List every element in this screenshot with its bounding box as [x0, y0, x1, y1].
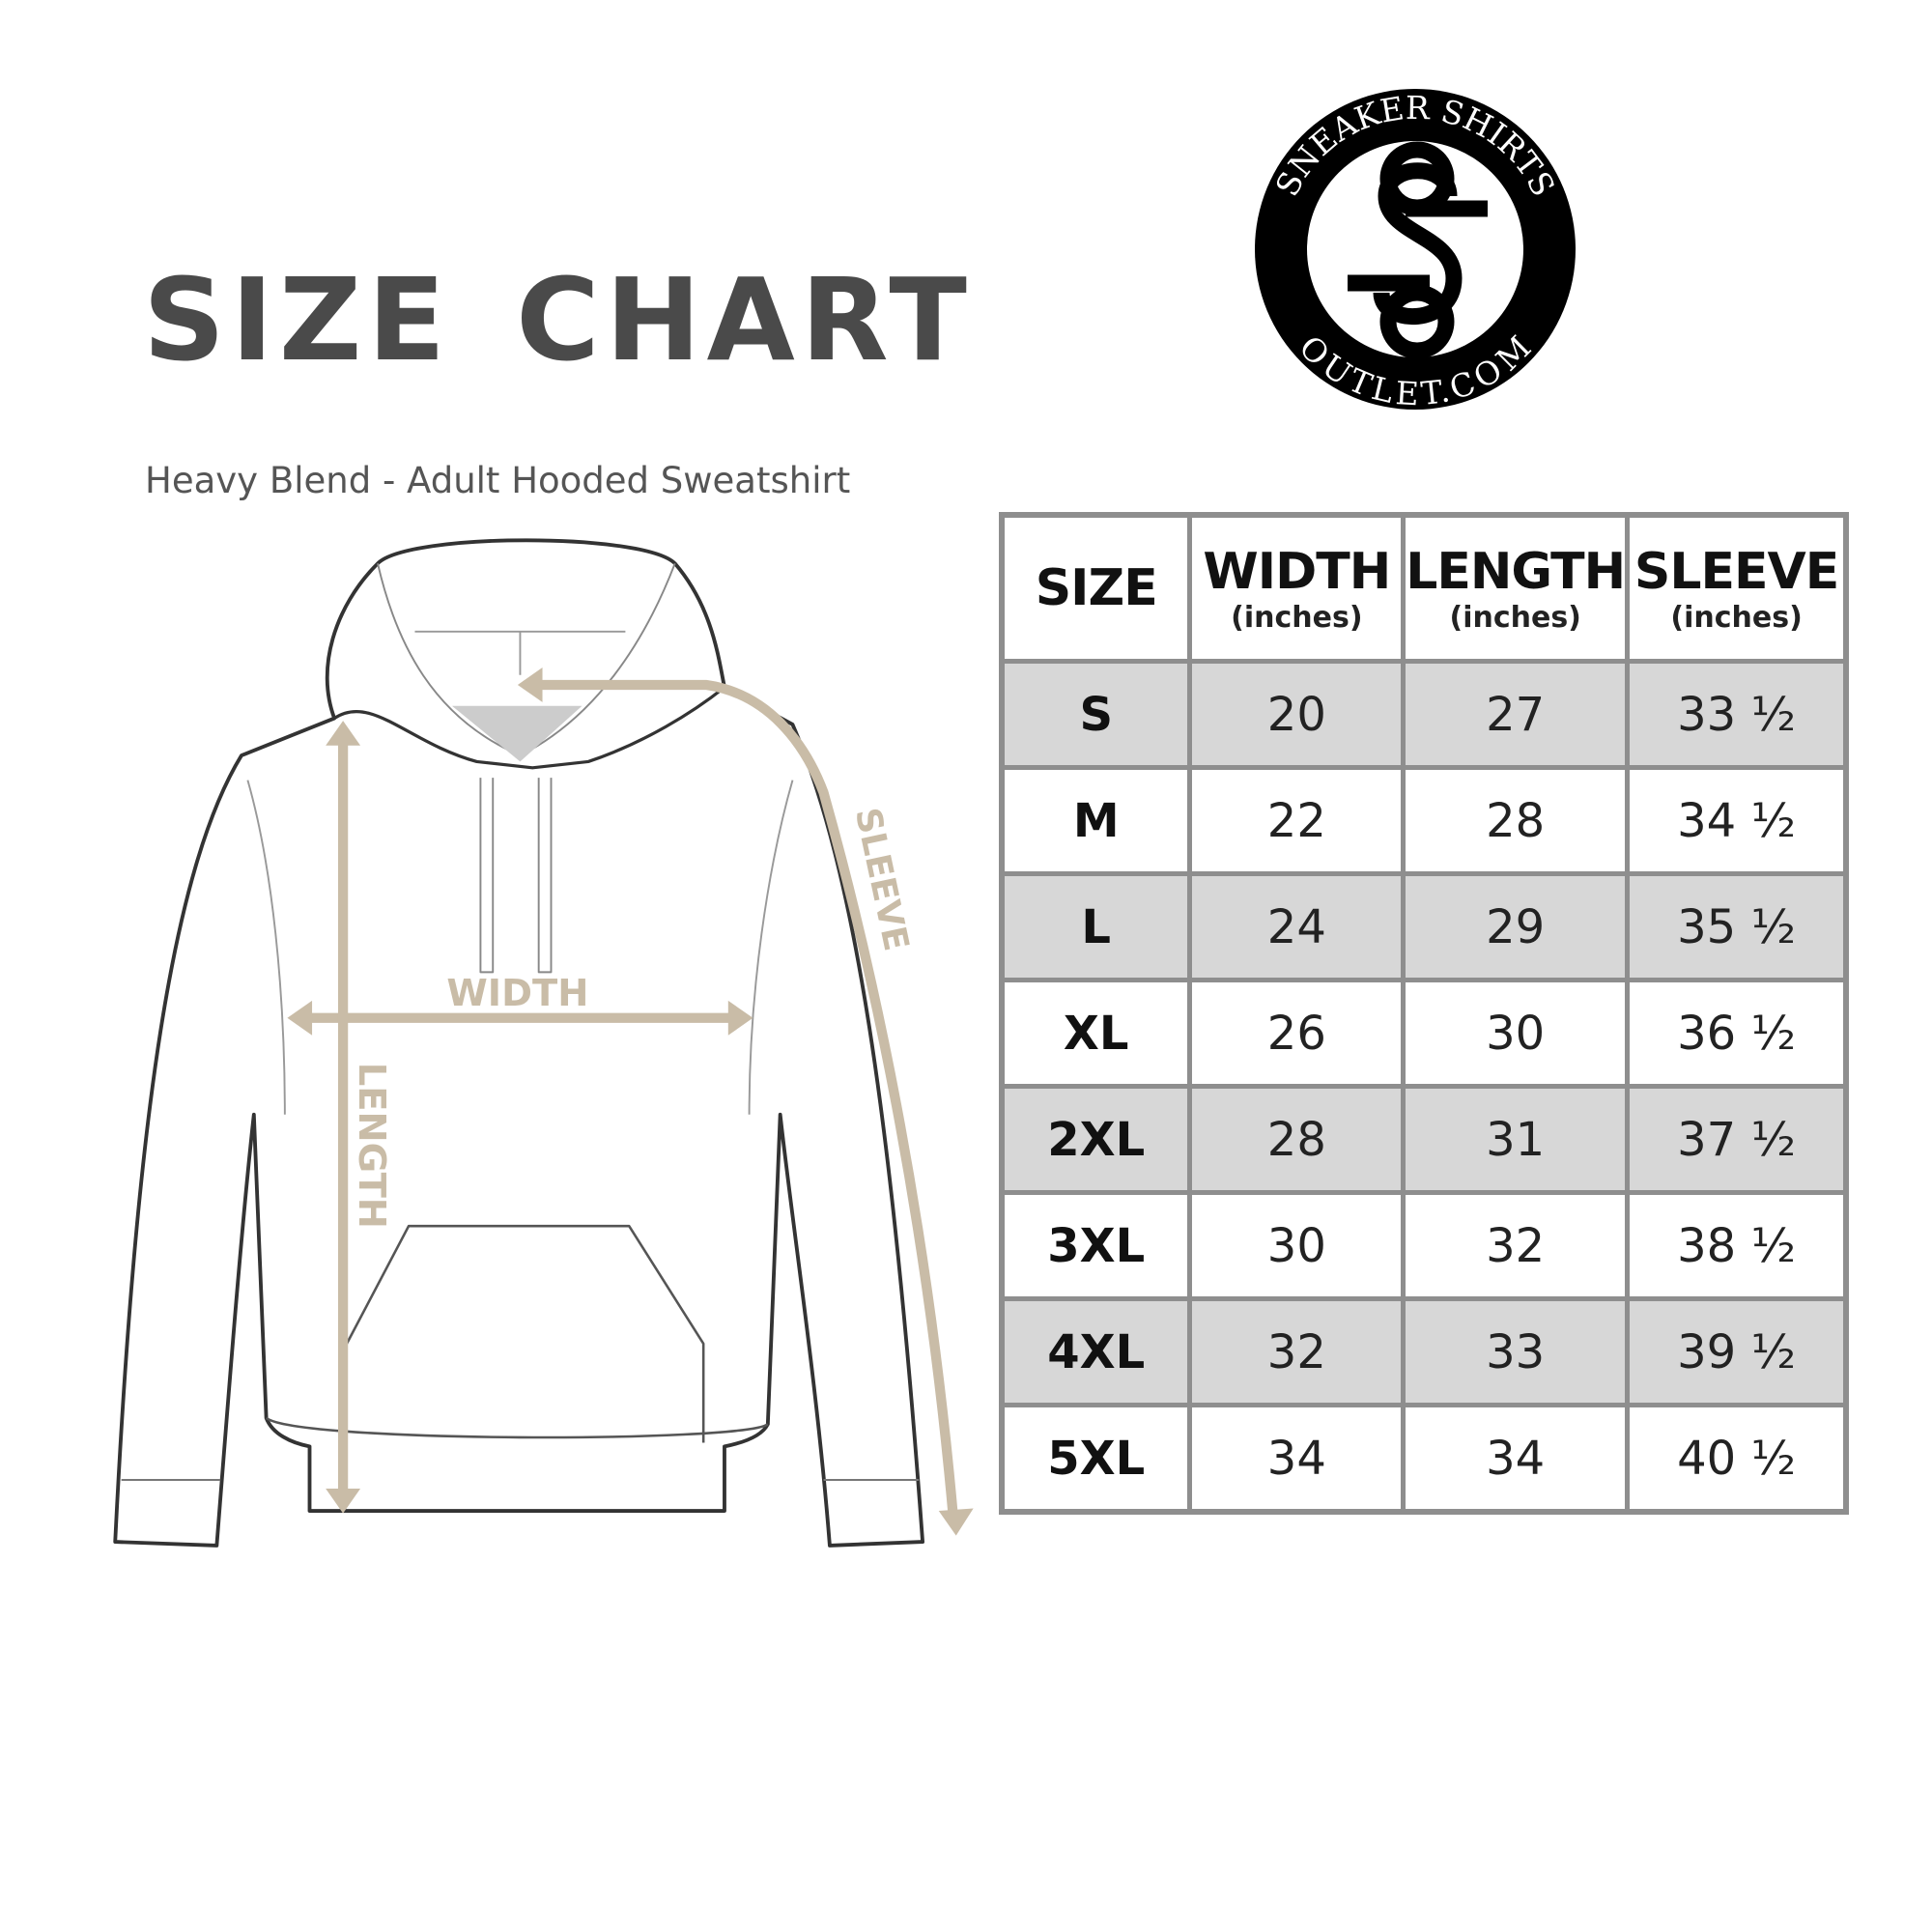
cell-width: 24 [1187, 871, 1406, 982]
product-subtitle: Heavy Blend - Adult Hooded Sweatshirt [145, 460, 851, 501]
cell-width: 32 [1187, 1296, 1406, 1407]
cell-size: 5XL [999, 1403, 1193, 1515]
cell-sleeve: 40 ½ [1625, 1403, 1849, 1515]
table-row: 5XL 34 34 40 ½ [999, 1403, 1849, 1515]
cell-sleeve: 37 ½ [1625, 1084, 1849, 1195]
table-row: L 24 29 35 ½ [999, 871, 1849, 982]
cell-width: 20 [1187, 659, 1406, 770]
cell-length: 27 [1401, 659, 1631, 770]
header-size: SIZE [999, 512, 1193, 664]
table-row: 3XL 30 32 38 ½ [999, 1190, 1849, 1301]
cell-sleeve: 38 ½ [1625, 1190, 1849, 1301]
brand-logo: SNEAKER SHIRTS OUTLET.COM [1255, 89, 1576, 412]
table-row: M 22 28 34 ½ [999, 765, 1849, 876]
cell-length: 32 [1401, 1190, 1631, 1301]
cell-length: 29 [1401, 871, 1631, 982]
cell-size: L [999, 871, 1193, 982]
cell-length: 33 [1401, 1296, 1631, 1407]
cell-width: 30 [1187, 1190, 1406, 1301]
cell-length: 30 [1401, 978, 1631, 1089]
cell-size: 4XL [999, 1296, 1193, 1407]
measurement-arrows [292, 679, 959, 1526]
cell-size: M [999, 765, 1193, 876]
width-label: WIDTH [446, 972, 588, 1015]
table-row: 4XL 32 33 39 ½ [999, 1296, 1849, 1407]
table-row: XL 26 30 36 ½ [999, 978, 1849, 1089]
cell-length: 31 [1401, 1084, 1631, 1195]
header-width: WIDTH (inches) [1187, 512, 1406, 664]
cell-size: S [999, 659, 1193, 770]
cell-size: XL [999, 978, 1193, 1089]
cell-sleeve: 36 ½ [1625, 978, 1849, 1089]
sleeve-arrow [521, 679, 959, 1526]
cell-width: 34 [1187, 1403, 1406, 1515]
cell-sleeve: 39 ½ [1625, 1296, 1849, 1407]
cell-size: 3XL [999, 1190, 1193, 1301]
cell-width: 22 [1187, 765, 1406, 876]
cell-sleeve: 33 ½ [1625, 659, 1849, 770]
cell-length: 28 [1401, 765, 1631, 876]
length-label: LENGTH [350, 1063, 393, 1229]
cell-width: 26 [1187, 978, 1406, 1089]
table-header-row: SIZE WIDTH (inches) LENGTH (inches) SLEEVE… [999, 512, 1849, 664]
cell-length: 34 [1401, 1403, 1631, 1515]
cell-size: 2XL [999, 1084, 1193, 1195]
page-title: SIZE CHART [143, 253, 973, 386]
cell-sleeve: 34 ½ [1625, 765, 1849, 876]
cell-width: 28 [1187, 1084, 1406, 1195]
header-sleeve: SLEEVE (inches) [1625, 512, 1849, 664]
table-row: S 20 27 33 ½ [999, 659, 1849, 770]
header-length: LENGTH (inches) [1401, 512, 1631, 664]
hoodie-outline [113, 538, 925, 1548]
table-row: 2XL 28 31 37 ½ [999, 1084, 1849, 1195]
cell-sleeve: 35 ½ [1625, 871, 1849, 982]
size-table: SIZE WIDTH (inches) LENGTH (inches) SLEEVE… [999, 512, 1849, 1515]
